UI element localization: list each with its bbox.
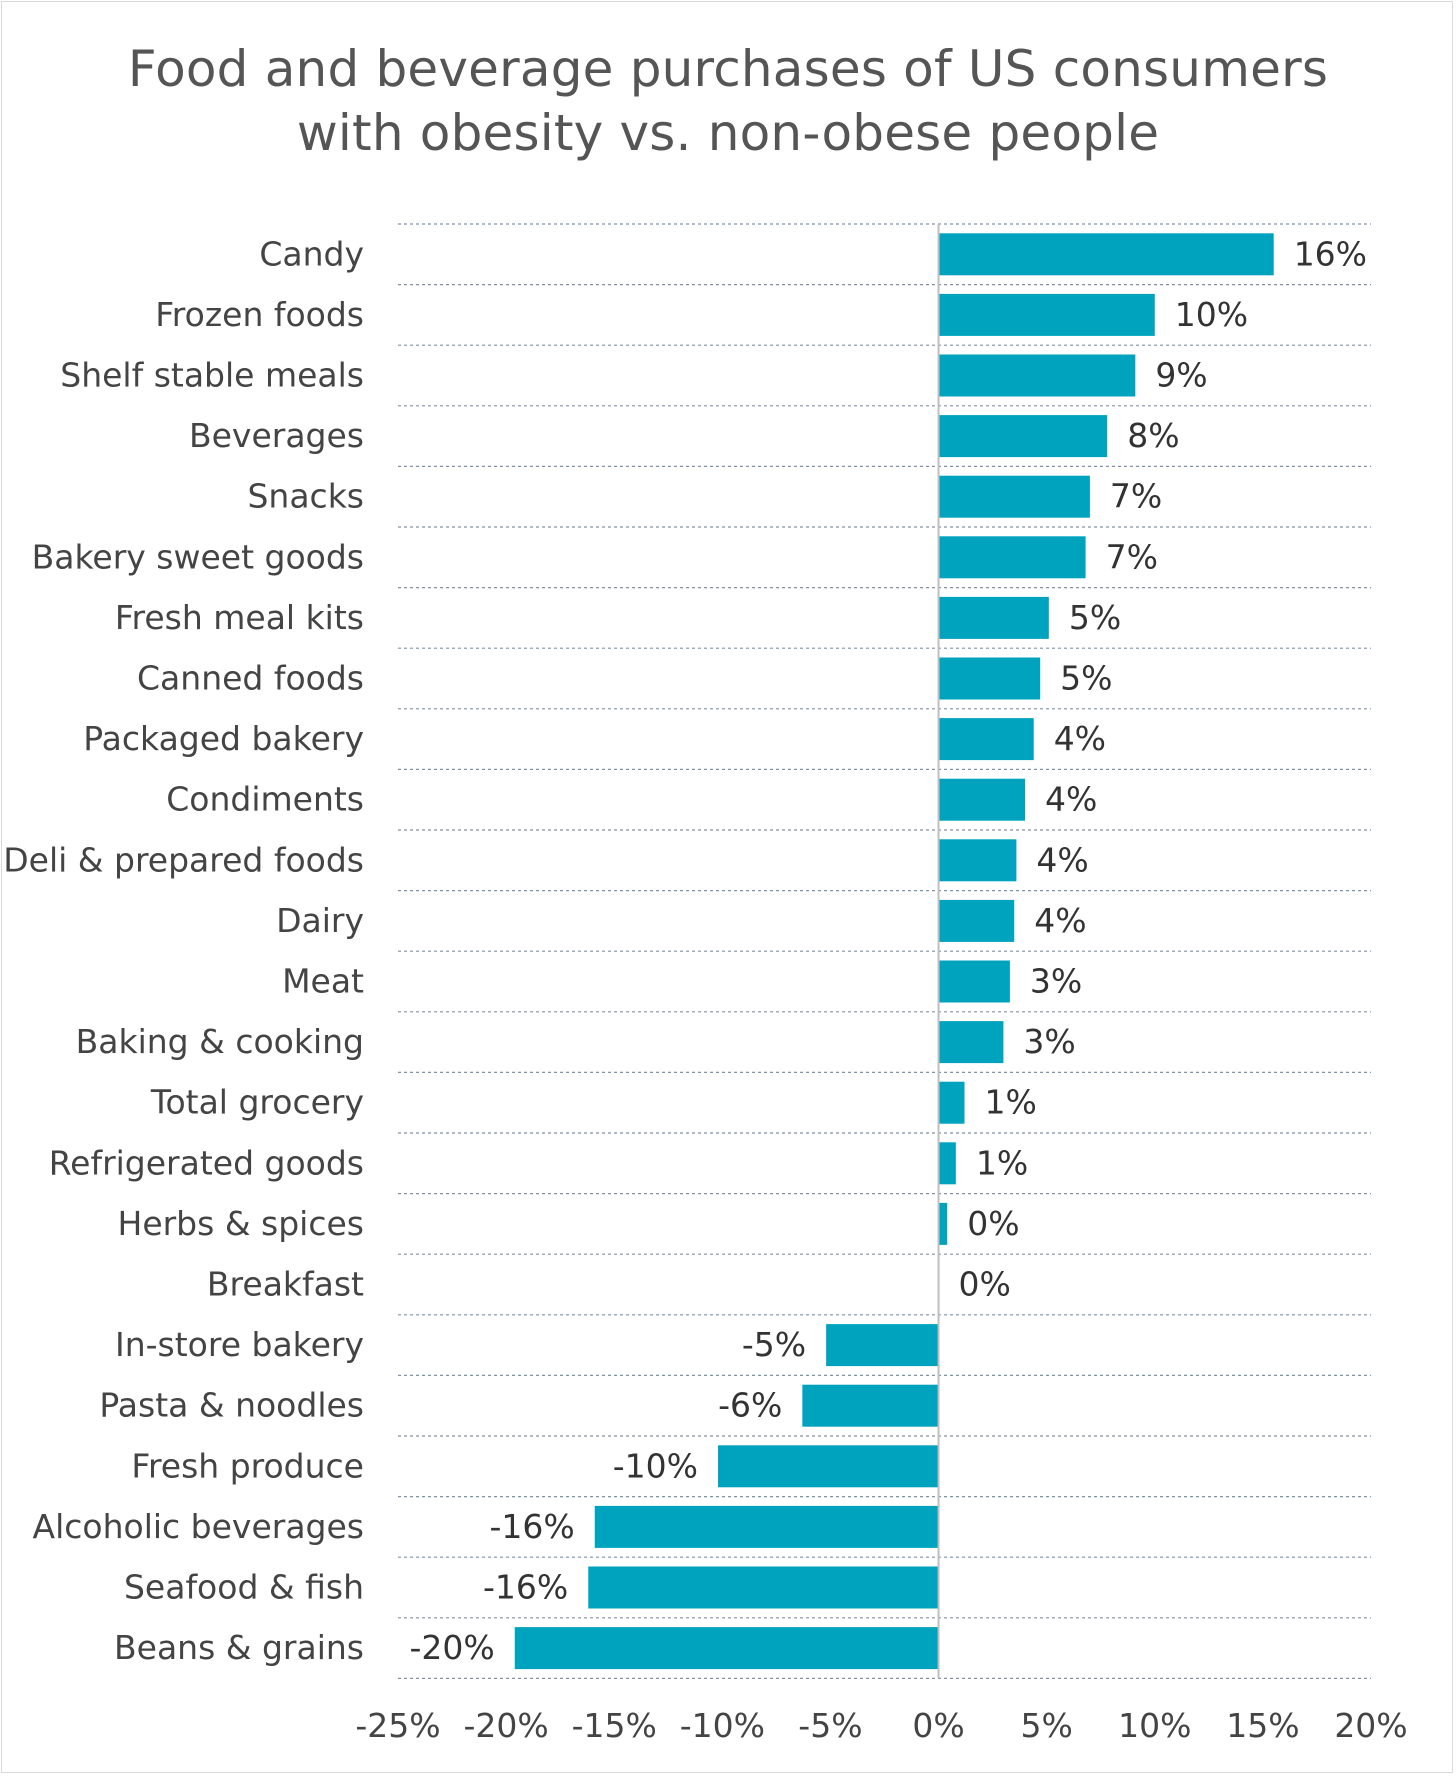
category-label: Meat: [282, 962, 364, 1001]
category-label: Deli & prepared foods: [3, 840, 364, 879]
category-label: Condiments: [166, 780, 364, 819]
category-label: Snacks: [247, 477, 364, 516]
x-tick-label: 20%: [1334, 1706, 1407, 1745]
bar: [938, 415, 1108, 458]
bar: [938, 718, 1034, 761]
category-label: Alcoholic beverages: [33, 1507, 364, 1546]
bar: [938, 354, 1136, 397]
data-label: 16%: [1294, 234, 1367, 273]
bar: [938, 778, 1026, 821]
bar: [594, 1505, 939, 1548]
bar: [826, 1324, 939, 1367]
bar: [514, 1627, 939, 1670]
data-label: 7%: [1110, 477, 1162, 516]
category-label: Shelf stable meals: [60, 356, 364, 395]
data-label: 4%: [1045, 780, 1097, 819]
x-tick-label: -15%: [572, 1706, 657, 1745]
data-label: 5%: [1069, 598, 1121, 637]
data-label: -16%: [483, 1568, 568, 1607]
data-label: -16%: [489, 1507, 574, 1546]
category-label: Beans & grains: [114, 1628, 364, 1667]
data-label: -20%: [409, 1628, 494, 1667]
data-label: 7%: [1106, 537, 1158, 576]
category-label: Refrigerated goods: [49, 1143, 364, 1182]
x-tick-label: -10%: [680, 1706, 765, 1745]
x-tick-label: -25%: [355, 1706, 440, 1745]
category-label: Canned foods: [137, 659, 364, 698]
bar: [802, 1384, 939, 1427]
category-label: Seafood & fish: [124, 1568, 364, 1607]
data-label: 10%: [1175, 295, 1248, 334]
data-label: 4%: [1054, 719, 1106, 758]
data-label: 4%: [1034, 901, 1086, 940]
category-label: Beverages: [189, 416, 364, 455]
bar: [938, 839, 1017, 882]
bar: [938, 1081, 965, 1124]
data-label: 8%: [1127, 416, 1179, 455]
category-label: Breakfast: [207, 1265, 364, 1304]
category-label: Pasta & noodles: [99, 1386, 364, 1425]
bar: [938, 475, 1090, 518]
bar: [938, 1142, 956, 1185]
category-label: Packaged bakery: [83, 719, 364, 758]
data-label: 3%: [1023, 1022, 1075, 1061]
x-tick-label: 10%: [1118, 1706, 1191, 1745]
category-label: Total grocery: [150, 1083, 364, 1122]
bar: [938, 233, 1274, 276]
bar: [718, 1445, 939, 1488]
bar: [938, 1021, 1004, 1064]
x-tick-label: -5%: [798, 1706, 862, 1745]
data-label: 9%: [1155, 356, 1207, 395]
bar: [938, 960, 1010, 1003]
chart-title-line-2: with obesity vs. non-obese people: [296, 104, 1160, 162]
bar: [938, 293, 1155, 336]
category-label: Dairy: [276, 901, 364, 940]
x-tick-label: 5%: [1020, 1706, 1072, 1745]
bar: [938, 899, 1015, 942]
data-label: 0%: [967, 1204, 1019, 1243]
data-label: -5%: [742, 1325, 806, 1364]
data-label: 5%: [1060, 659, 1112, 698]
category-label: Herbs & spices: [118, 1204, 365, 1243]
chart-title-line-1: Food and beverage purchases of US consum…: [127, 40, 1329, 98]
bar: [588, 1566, 939, 1609]
category-label: In-store bakery: [115, 1325, 364, 1364]
x-tick-label: 0%: [912, 1706, 964, 1745]
data-label: 4%: [1036, 840, 1088, 879]
category-label: Baking & cooking: [76, 1022, 364, 1061]
bar: [938, 1202, 948, 1245]
data-label: -10%: [613, 1446, 698, 1485]
bar: [938, 657, 1041, 700]
x-tick-label: -20%: [463, 1706, 548, 1745]
data-label: -6%: [718, 1386, 782, 1425]
category-label: Fresh produce: [131, 1446, 364, 1485]
data-label: 0%: [959, 1265, 1011, 1304]
bar: [938, 536, 1086, 579]
category-label: Frozen foods: [155, 295, 364, 334]
category-label: Candy: [259, 234, 364, 273]
x-tick-label: 15%: [1226, 1706, 1299, 1745]
data-label: 3%: [1030, 962, 1082, 1001]
category-label: Bakery sweet goods: [32, 537, 364, 576]
data-label: 1%: [976, 1143, 1028, 1182]
category-label: Fresh meal kits: [115, 598, 364, 637]
bar: [938, 596, 1049, 639]
data-label: 1%: [985, 1083, 1037, 1122]
